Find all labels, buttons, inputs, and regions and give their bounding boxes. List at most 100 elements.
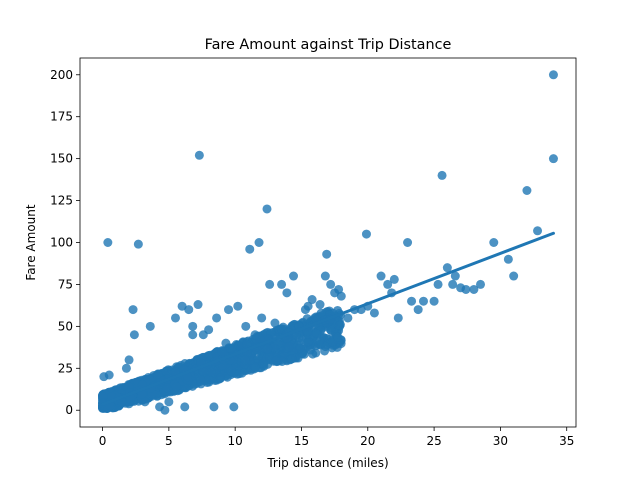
scatter-point — [307, 295, 317, 305]
scatter-point — [217, 347, 227, 357]
scatter-point — [315, 336, 325, 346]
chart-title: Fare Amount against Trip Distance — [205, 37, 452, 53]
scatter-point — [254, 238, 264, 247]
scatter-point — [164, 397, 174, 407]
scatter-point — [326, 325, 336, 335]
scatter-point — [103, 238, 113, 247]
scatter-point — [194, 150, 204, 160]
scatter-point — [224, 305, 234, 315]
scatter-point — [240, 355, 250, 365]
y-tick-label: 75 — [58, 277, 73, 291]
scatter-point — [170, 313, 180, 323]
scatter-point — [315, 300, 325, 310]
scatter-point — [212, 313, 222, 323]
y-tick-label: 175 — [50, 110, 73, 124]
scatter-point — [413, 305, 423, 315]
scatter-point — [245, 244, 255, 254]
x-tick-label: 0 — [99, 434, 107, 448]
regression-line-group — [101, 231, 555, 406]
scatter-point — [188, 330, 198, 340]
scatter-point — [193, 300, 203, 310]
scatter-point — [250, 362, 260, 372]
scatter-point — [336, 291, 346, 301]
scatter-point — [376, 271, 386, 281]
scatter-point — [284, 342, 294, 352]
scatter-point — [204, 325, 214, 335]
scatter-point — [153, 369, 163, 379]
scatter-point — [322, 249, 332, 259]
scatter-point — [343, 313, 353, 323]
x-tick-label: 30 — [493, 434, 508, 448]
x-tick-label: 25 — [426, 434, 441, 448]
y-tick-label: 100 — [50, 236, 73, 250]
scatter-point — [418, 296, 428, 306]
scatter-point — [257, 313, 267, 323]
scatter-point — [177, 301, 187, 311]
scatter-point — [128, 305, 138, 315]
scatter-point — [170, 367, 180, 377]
scatter-point — [124, 355, 134, 365]
scatter-point — [209, 402, 219, 412]
scatter-point — [145, 321, 155, 331]
scatter-point — [162, 383, 172, 393]
scatter-point — [429, 296, 439, 306]
y-tick-label: 50 — [58, 319, 73, 333]
scatter-point — [287, 354, 297, 364]
scatter-point — [282, 288, 292, 298]
scatter-point — [188, 321, 198, 331]
scatter-point — [140, 397, 150, 407]
scatter-point — [262, 204, 272, 214]
scatter-point — [548, 70, 558, 80]
regression-line — [101, 231, 555, 406]
scatter-point — [326, 279, 336, 289]
scatter-point — [448, 279, 458, 289]
scatter-point — [456, 283, 466, 293]
scatter-point — [226, 366, 236, 376]
scatter-point — [295, 343, 305, 353]
scatter-point — [277, 279, 287, 289]
y-axis-ticks: 0 25 50 75 100 125 150 175 200 — [50, 68, 80, 417]
scatter-point — [303, 327, 313, 337]
scatter-point — [533, 226, 543, 236]
scatter-point — [548, 154, 558, 164]
scatter-point — [129, 330, 139, 340]
scatter-point — [206, 367, 216, 377]
scatter-point — [450, 271, 460, 281]
scatter-point — [316, 308, 326, 318]
scatter-point — [233, 301, 243, 311]
scatter-point — [403, 238, 413, 247]
scatter-point — [433, 279, 443, 289]
scatter-point — [469, 284, 479, 294]
scatter-point — [310, 313, 320, 323]
scatter-point — [196, 375, 206, 385]
scatter-point — [383, 279, 393, 289]
scatter-point — [442, 263, 452, 273]
scatter-point — [133, 239, 143, 249]
scatter-point — [303, 301, 313, 311]
scatter-point — [241, 321, 251, 331]
scatter-point — [137, 389, 147, 399]
scatter-point — [369, 308, 379, 318]
scatter-point — [361, 229, 371, 239]
scatter-point — [393, 313, 403, 323]
scatter-point — [234, 369, 244, 379]
scatter-point — [522, 186, 532, 196]
scatter-point — [308, 349, 318, 359]
scatter-point — [303, 337, 313, 347]
scatter-point — [271, 356, 281, 366]
scatter-point — [250, 330, 260, 340]
scatter-point — [215, 373, 225, 383]
scatter-point — [311, 328, 321, 338]
scatter-point — [334, 321, 344, 331]
scatter-point — [330, 288, 340, 298]
x-tick-label: 20 — [360, 434, 375, 448]
scatter-point — [104, 370, 114, 380]
scatter-point — [121, 363, 131, 373]
scatter-point — [476, 279, 486, 289]
scatter-point — [229, 402, 239, 412]
scatter-point — [302, 314, 312, 324]
scatter-point — [242, 339, 252, 349]
x-tick-label: 35 — [559, 434, 574, 448]
